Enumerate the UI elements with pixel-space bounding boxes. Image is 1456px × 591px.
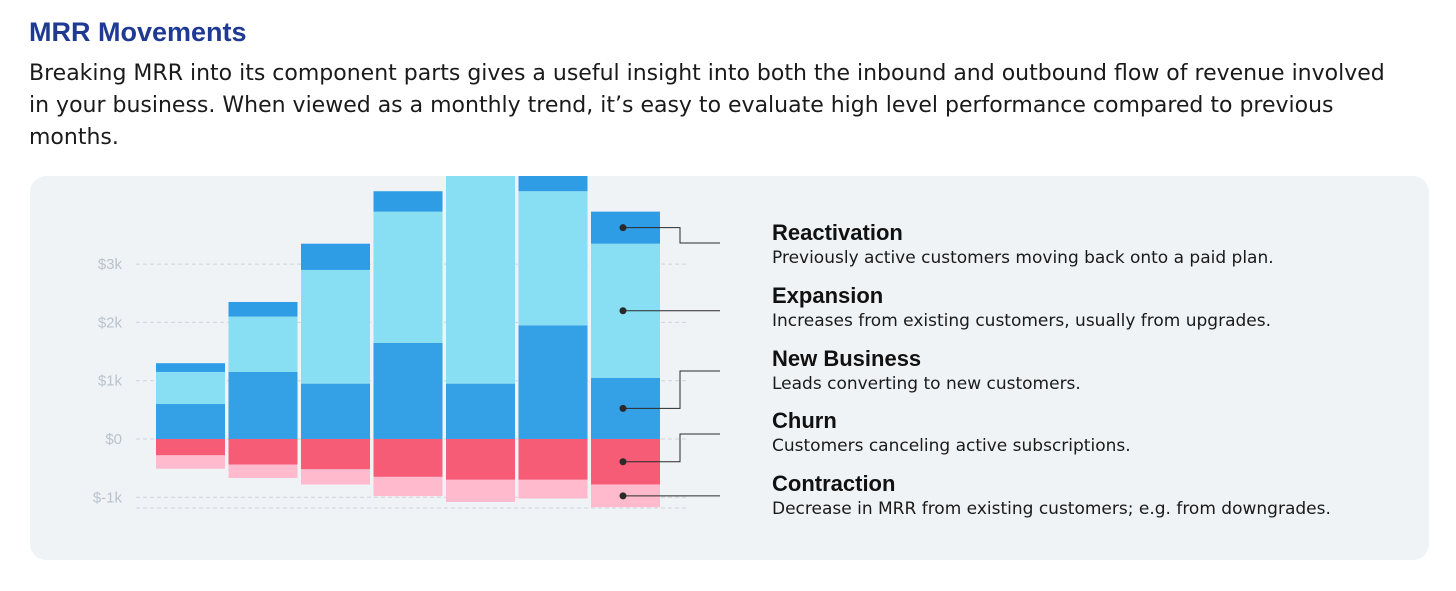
bar-reactivation-2 (228, 301, 298, 317)
legend-item-churn: Churn Customers canceling active subscri… (772, 408, 1452, 458)
bar-reactivation-6 (518, 176, 588, 192)
bar-expansion-4 (373, 211, 443, 343)
legend-contraction-description: Decrease in MRR from existing customers;… (772, 499, 1331, 519)
bar-contraction-2 (228, 464, 298, 479)
y-tick-label-1: $2k (98, 314, 123, 331)
legend-new-business-description: Leads converting to new customers. (772, 374, 1081, 394)
bar-contraction-1 (156, 455, 225, 469)
bar-new-business-4 (373, 342, 443, 439)
legend-reactivation-name: Reactivation (772, 220, 903, 245)
bar-contraction-3 (301, 469, 370, 485)
y-tick-label-4: $-1k (93, 489, 123, 506)
callout-dot-contraction (619, 492, 627, 500)
bar-new-business-3 (301, 383, 370, 439)
legend-contraction-name: Contraction (772, 471, 896, 496)
bar-expansion-5 (446, 176, 515, 384)
legend-expansion-name: Expansion (772, 283, 884, 308)
legend-item-new-business: New Business Leads converting to new cus… (772, 346, 1452, 396)
callout-dot-reactivation (619, 224, 627, 232)
callout-dot-expansion (619, 307, 627, 315)
bar-contraction-6 (518, 479, 588, 499)
legend-churn-name: Churn (772, 408, 837, 433)
legend-item-reactivation: Reactivation Previously active customers… (772, 220, 1452, 270)
bar-reactivation-4 (373, 191, 443, 212)
chart-card: $3k $2k $1k $0 $-1k Reactivation Previously … (30, 176, 1429, 560)
legend-item-contraction: Contraction Decrease in MRR from existin… (772, 471, 1452, 521)
bar-churn-1 (156, 439, 225, 456)
bar-churn-2 (228, 439, 298, 465)
bar-churn-3 (301, 439, 370, 470)
legend-reactivation-description: Previously active customers moving back … (772, 248, 1274, 268)
connector-new-business (623, 370, 720, 409)
bar-reactivation-3 (301, 243, 370, 270)
page-title: MRR Movements (29, 17, 247, 47)
callout-dot-churn (619, 458, 627, 466)
callout-dot-new-business (619, 404, 627, 412)
bar-expansion-2 (228, 316, 298, 372)
legend-expansion-description: Increases from existing customers, usual… (772, 311, 1272, 331)
bar-reactivation-1 (156, 363, 225, 372)
y-tick-label-3: $0 (105, 431, 122, 448)
bar-new-business-5 (446, 383, 515, 439)
bar-churn-5 (446, 439, 515, 480)
bar-contraction-5 (446, 479, 515, 502)
y-tick-label-0: $3k (98, 256, 123, 273)
mrr-stacked-bar-chart: $3k $2k $1k $0 $-1k (93, 176, 720, 509)
bar-churn-6 (518, 439, 588, 480)
y-tick-label-2: $1k (98, 373, 123, 390)
connector-reactivation (623, 227, 720, 244)
bar-new-business-6 (518, 325, 588, 439)
legend-item-expansion: Expansion Increases from existing custom… (772, 283, 1452, 333)
intro-paragraph: Breaking MRR into its component parts gi… (29, 61, 1385, 150)
bar-contraction-4 (373, 476, 443, 497)
legend-new-business-name: New Business (772, 346, 922, 371)
bar-expansion-3 (301, 269, 370, 384)
connector-churn (623, 433, 720, 463)
bar-churn-4 (373, 439, 443, 477)
bar-new-business-1 (156, 404, 225, 439)
bar-new-business-2 (228, 371, 298, 439)
bar-expansion-1 (156, 371, 225, 405)
bar-expansion-6 (518, 191, 588, 326)
legend-churn-description: Customers canceling active subscriptions… (772, 436, 1131, 456)
